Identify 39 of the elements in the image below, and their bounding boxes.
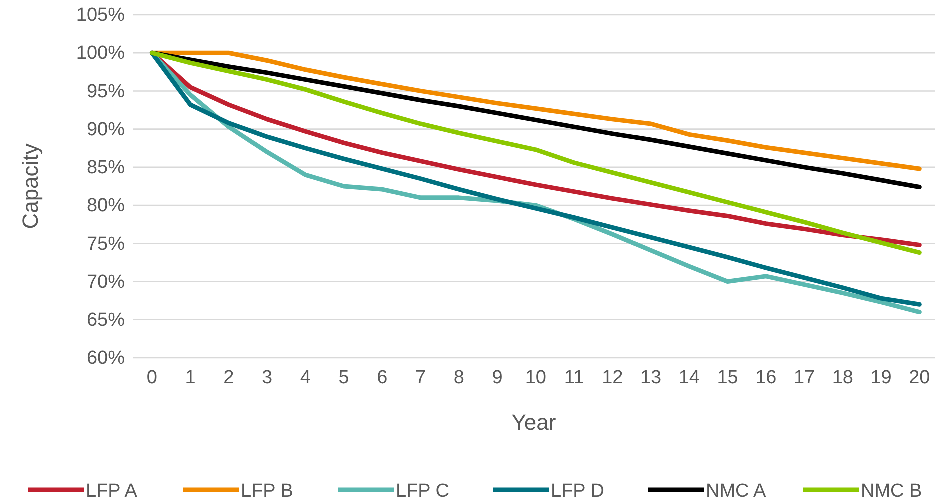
y-axis-title: Capacity	[18, 144, 43, 230]
x-tick-label: 8	[454, 367, 464, 388]
x-tick-label: 4	[300, 367, 312, 388]
legend-label: NMC A	[706, 481, 766, 502]
x-tick-label: 18	[832, 367, 854, 388]
x-tick-label: 14	[678, 367, 700, 388]
legend-label: LFP D	[551, 481, 605, 502]
y-tick-label: 80%	[86, 196, 126, 217]
x-tick-label: 15	[717, 367, 738, 388]
legend-label: NMC B	[861, 481, 922, 502]
x-tick-label: 13	[640, 367, 662, 388]
x-tick-label: 20	[909, 367, 930, 388]
x-tick-label: 5	[338, 367, 350, 388]
x-tick-label: 17	[794, 367, 816, 388]
x-tick-label: 3	[262, 367, 273, 388]
y-tick-label: 70%	[86, 272, 126, 293]
x-tick-label: 2	[224, 367, 234, 388]
legend-label: LFP C	[396, 481, 450, 502]
x-tick-label: 16	[756, 367, 777, 388]
y-tick-label: 100%	[76, 43, 126, 64]
x-tick-label: 9	[492, 367, 503, 388]
x-tick-label: 7	[416, 367, 426, 388]
x-tick-label: 6	[377, 367, 388, 388]
x-tick-label: 0	[146, 367, 158, 388]
y-tick-label: 95%	[86, 81, 126, 102]
y-tick-label: 105%	[76, 5, 126, 26]
y-tick-label: 60%	[86, 348, 126, 370]
legend-label: LFP A	[86, 481, 138, 502]
x-tick-label: 19	[870, 367, 892, 388]
x-tick-label: 12	[602, 367, 624, 388]
x-axis-title: Year	[512, 410, 556, 435]
y-tick-label: 90%	[86, 119, 126, 140]
legend-label: LFP B	[241, 481, 294, 502]
x-tick-label: 10	[525, 367, 546, 388]
x-tick-label: 11	[564, 367, 584, 388]
y-tick-label: 65%	[86, 310, 126, 331]
x-tick-label: 1	[185, 367, 196, 388]
y-tick-label: 85%	[86, 158, 126, 179]
y-tick-label: 75%	[86, 234, 126, 255]
